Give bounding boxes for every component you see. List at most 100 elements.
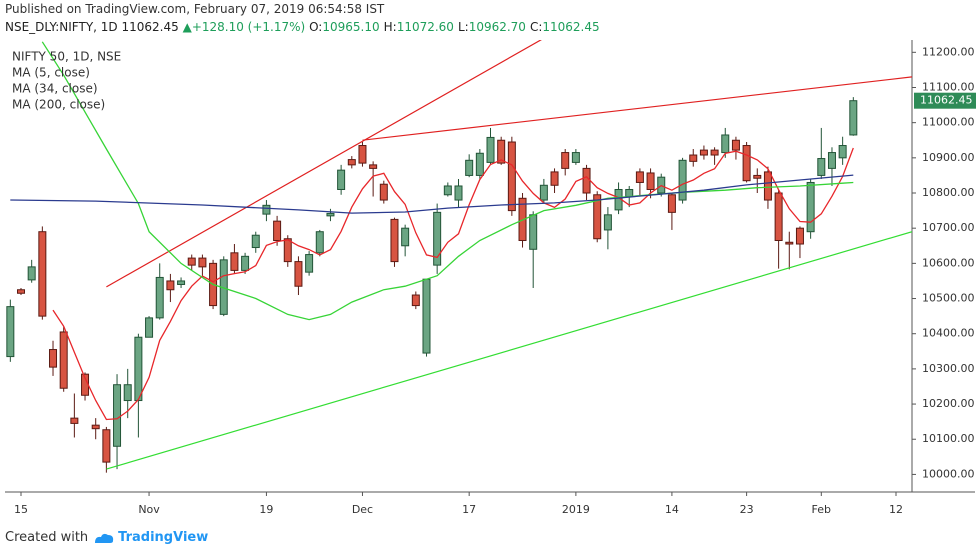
candle-body <box>411 294 420 307</box>
candle-body <box>763 171 772 201</box>
x-tick-label: Dec <box>352 503 373 516</box>
candle-body <box>102 429 111 463</box>
footer: Created with TradingView <box>5 530 208 545</box>
candle-body <box>390 218 399 263</box>
candle-body <box>667 194 676 213</box>
candle-body <box>230 252 239 271</box>
candle-body <box>753 174 762 179</box>
candle-body <box>593 194 602 240</box>
candle-body <box>145 317 154 338</box>
ohlc-label: O: <box>309 20 323 34</box>
published-line: Published on TradingView.com, February 0… <box>5 2 384 16</box>
candle-body <box>17 289 26 294</box>
last-price: 11062.45 <box>121 20 179 34</box>
candle-body <box>561 152 570 169</box>
candle-body <box>241 255 250 271</box>
candle-body <box>155 276 164 319</box>
symbol-line: NSE_DLY:NIFTY, 1D 11062.45 ▲+128.10 (+1.… <box>5 20 604 34</box>
ohlc-label: C: <box>529 20 543 34</box>
x-tick-label: Feb <box>812 503 831 516</box>
candle-body <box>27 266 36 281</box>
logo <box>95 533 114 543</box>
candle-body <box>603 214 612 231</box>
candle-body <box>529 214 538 250</box>
candle-body <box>635 171 644 183</box>
ohlc-value: 10962.70 <box>468 20 526 34</box>
candle-body <box>337 169 346 190</box>
change: +128.10 (+1.17%) <box>191 20 306 34</box>
axes: 11200.00 11100.00 11000.00 10900.00 10800.00… <box>14 45 974 516</box>
y-tick-label: 10600.00 <box>922 256 975 269</box>
candle-body <box>113 384 122 447</box>
ohlc-label: L: <box>457 20 469 34</box>
ohlc-label: H: <box>383 20 397 34</box>
candle-body <box>817 158 826 176</box>
last-price-label: 11062.45 <box>920 94 973 107</box>
candle-body <box>731 139 740 151</box>
candle-body <box>379 183 388 201</box>
ma-line <box>41 41 854 321</box>
candle-body <box>571 152 580 163</box>
candle-body <box>294 261 303 287</box>
y-tick-label: 10400.00 <box>922 327 975 340</box>
candle-body <box>625 188 634 198</box>
candle-body <box>497 139 506 164</box>
x-tick-label: 17 <box>462 503 476 516</box>
candle-body <box>806 181 815 233</box>
candle-body <box>198 257 207 268</box>
candle-body <box>838 145 847 159</box>
candle-body <box>315 231 324 254</box>
y-tick-label: 10700.00 <box>922 221 975 234</box>
candle-body <box>507 141 516 212</box>
y-tick-label: 10100.00 <box>922 432 975 445</box>
candle-body <box>59 331 68 389</box>
x-tick-label: 19 <box>259 503 273 516</box>
candle-body <box>486 136 495 163</box>
candle-body <box>273 220 282 241</box>
x-tick-label: 23 <box>740 503 754 516</box>
y-tick-label: 10000.00 <box>922 467 975 480</box>
candle-body <box>401 227 410 247</box>
candle-body <box>262 204 271 215</box>
candle-body <box>134 336 143 402</box>
ma-line <box>52 147 854 421</box>
legend-entry: MA (200, close) <box>12 98 105 112</box>
candle-body <box>742 145 751 182</box>
candle-body <box>305 254 314 273</box>
candle-body <box>550 171 559 186</box>
candle-body <box>251 234 260 249</box>
candle-body <box>678 159 687 201</box>
candle-body <box>689 154 698 162</box>
published: Published on TradingView.com, February 0… <box>5 2 385 16</box>
candle-body <box>475 152 484 176</box>
plot-area <box>6 40 912 473</box>
candle-body <box>347 159 356 166</box>
candle-body <box>465 159 474 176</box>
candle-body <box>433 211 442 266</box>
candle-body <box>785 241 794 245</box>
candle-body <box>699 149 708 156</box>
brand: TradingView <box>118 530 209 545</box>
candle-body <box>721 134 730 154</box>
candle-body <box>187 257 196 266</box>
candle-body <box>177 280 186 285</box>
candle-body <box>6 306 15 358</box>
y-tick-label: 11200.00 <box>922 45 975 58</box>
candle-body <box>166 280 175 291</box>
arrow: ▲ <box>182 20 192 34</box>
y-tick-label: 10200.00 <box>922 397 975 410</box>
candle-body <box>326 212 335 217</box>
candle-body <box>774 192 783 241</box>
candle-body <box>123 384 132 402</box>
candle-body <box>443 185 452 196</box>
x-tick-label: 15 <box>14 503 28 516</box>
symbol: NSE_DLY:NIFTY, 1D <box>5 20 118 34</box>
candle-body <box>70 417 79 424</box>
x-tick-label: 14 <box>665 503 679 516</box>
candle-body <box>369 164 378 169</box>
legend-entry: MA (34, close) <box>12 82 98 96</box>
candle-body <box>849 100 858 136</box>
candle-body <box>795 227 804 245</box>
candle-body <box>358 145 367 164</box>
